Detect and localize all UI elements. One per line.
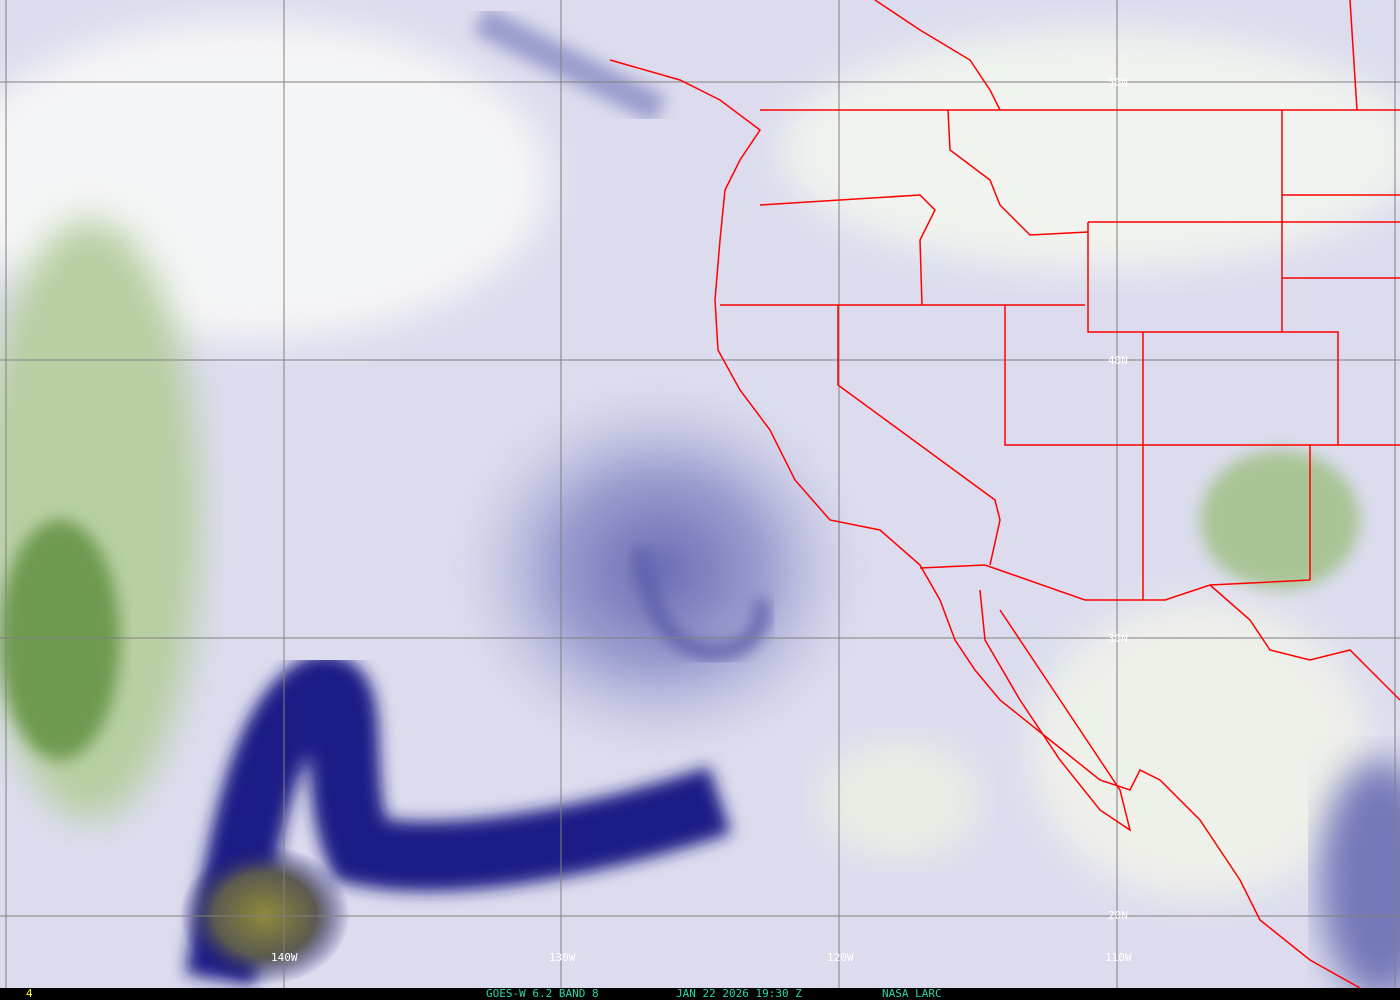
- product-label: GOES-W 6.2 BAND 8: [486, 987, 599, 1000]
- datetime-label: JAN 22 2026 19:30 Z: [676, 987, 802, 1000]
- coastline: [609, 59, 1361, 988]
- lon-label-140w: 140W: [271, 951, 298, 964]
- lat-label-20n: 20N: [1108, 909, 1128, 922]
- political-borders: [609, 0, 1400, 988]
- lon-label-130w: 130W: [549, 951, 576, 964]
- status-bar: 4 GOES-W 6.2 BAND 8 JAN 22 2026 19:30 Z …: [0, 988, 1400, 1000]
- lon-label-120w: 120W: [827, 951, 854, 964]
- lat-label-40n: 40N: [1108, 354, 1128, 367]
- frame-number: 4: [26, 987, 33, 1000]
- lat-label-50n: 50N: [1108, 76, 1128, 89]
- lon-label-110w: 110W: [1105, 951, 1132, 964]
- source-label: NASA LARC: [882, 987, 942, 1000]
- lat-label-30n: 30N: [1108, 632, 1128, 645]
- us-mexico-border: [919, 564, 1311, 601]
- ca-nv-border: [837, 305, 1001, 566]
- wa-or-border: [759, 194, 936, 306]
- grid-labels: 140W 130W 120W 110W 50N 40N 30N 20N: [271, 76, 1132, 964]
- baja-coast: [979, 589, 1132, 832]
